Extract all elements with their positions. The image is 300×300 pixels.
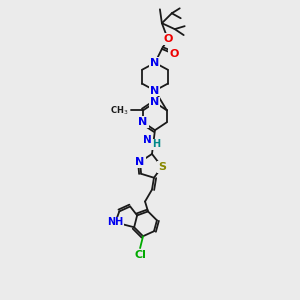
- Text: N: N: [150, 98, 160, 107]
- Text: H: H: [152, 139, 160, 149]
- Text: N: N: [143, 135, 152, 145]
- Text: N: N: [138, 117, 148, 127]
- Text: O: O: [169, 49, 178, 59]
- Text: CH$_3$: CH$_3$: [110, 104, 128, 117]
- Text: N: N: [150, 58, 160, 68]
- Text: N: N: [150, 85, 160, 96]
- Text: N: N: [136, 157, 145, 167]
- Text: Cl: Cl: [134, 250, 146, 260]
- Text: O: O: [163, 34, 172, 44]
- Text: S: S: [158, 162, 166, 172]
- Text: NH: NH: [107, 217, 123, 227]
